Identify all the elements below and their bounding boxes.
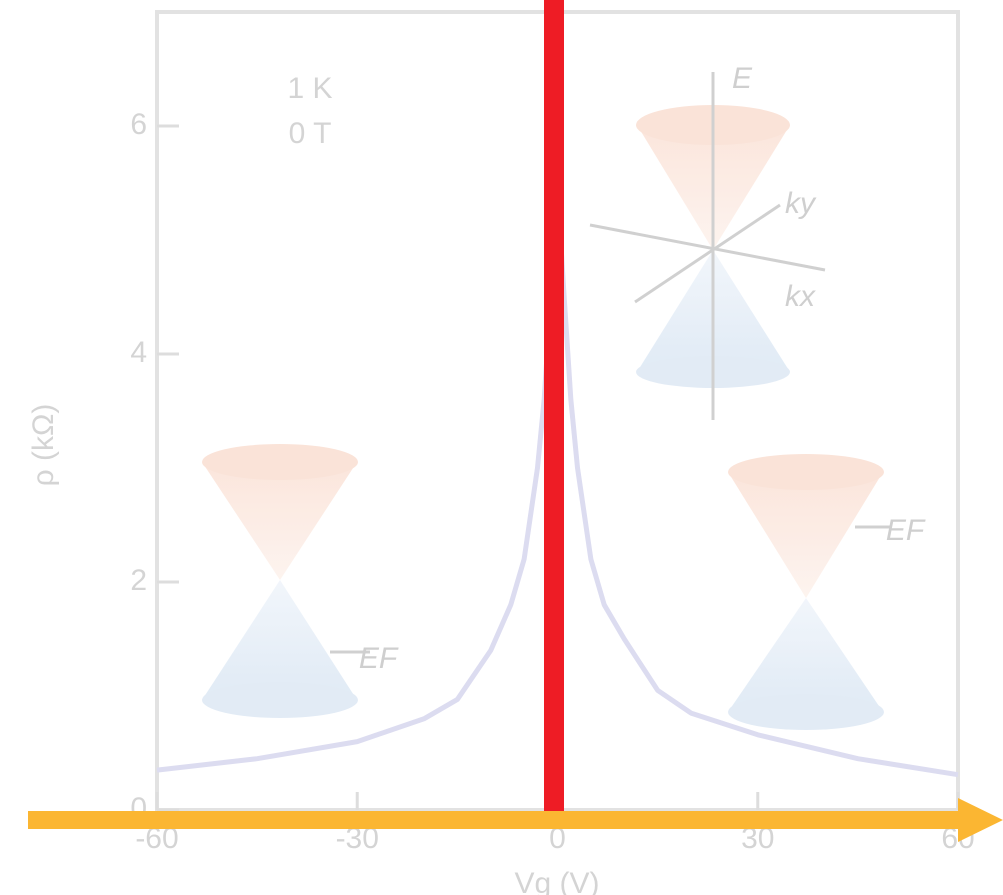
y-axis-label: ρ (kΩ): [27, 404, 60, 487]
y-tick-label: 2: [130, 564, 147, 597]
annotation: 0 T: [289, 117, 332, 150]
cone-diagrams: [202, 72, 890, 730]
red-marker: [544, 0, 564, 812]
x-axis-label: Vg (V): [514, 867, 599, 895]
y-tick-label: 6: [130, 108, 147, 141]
annotation: 1 K: [287, 72, 332, 105]
annotation: EF: [359, 642, 399, 675]
x-tick-label: 0: [549, 822, 566, 855]
annotation: ky: [785, 187, 817, 220]
annotation: E: [732, 62, 753, 95]
y-tick-label: 4: [130, 336, 147, 369]
orange-arrow: [28, 798, 1003, 842]
annotation: EF: [886, 514, 926, 547]
annotation: kx: [785, 280, 816, 313]
